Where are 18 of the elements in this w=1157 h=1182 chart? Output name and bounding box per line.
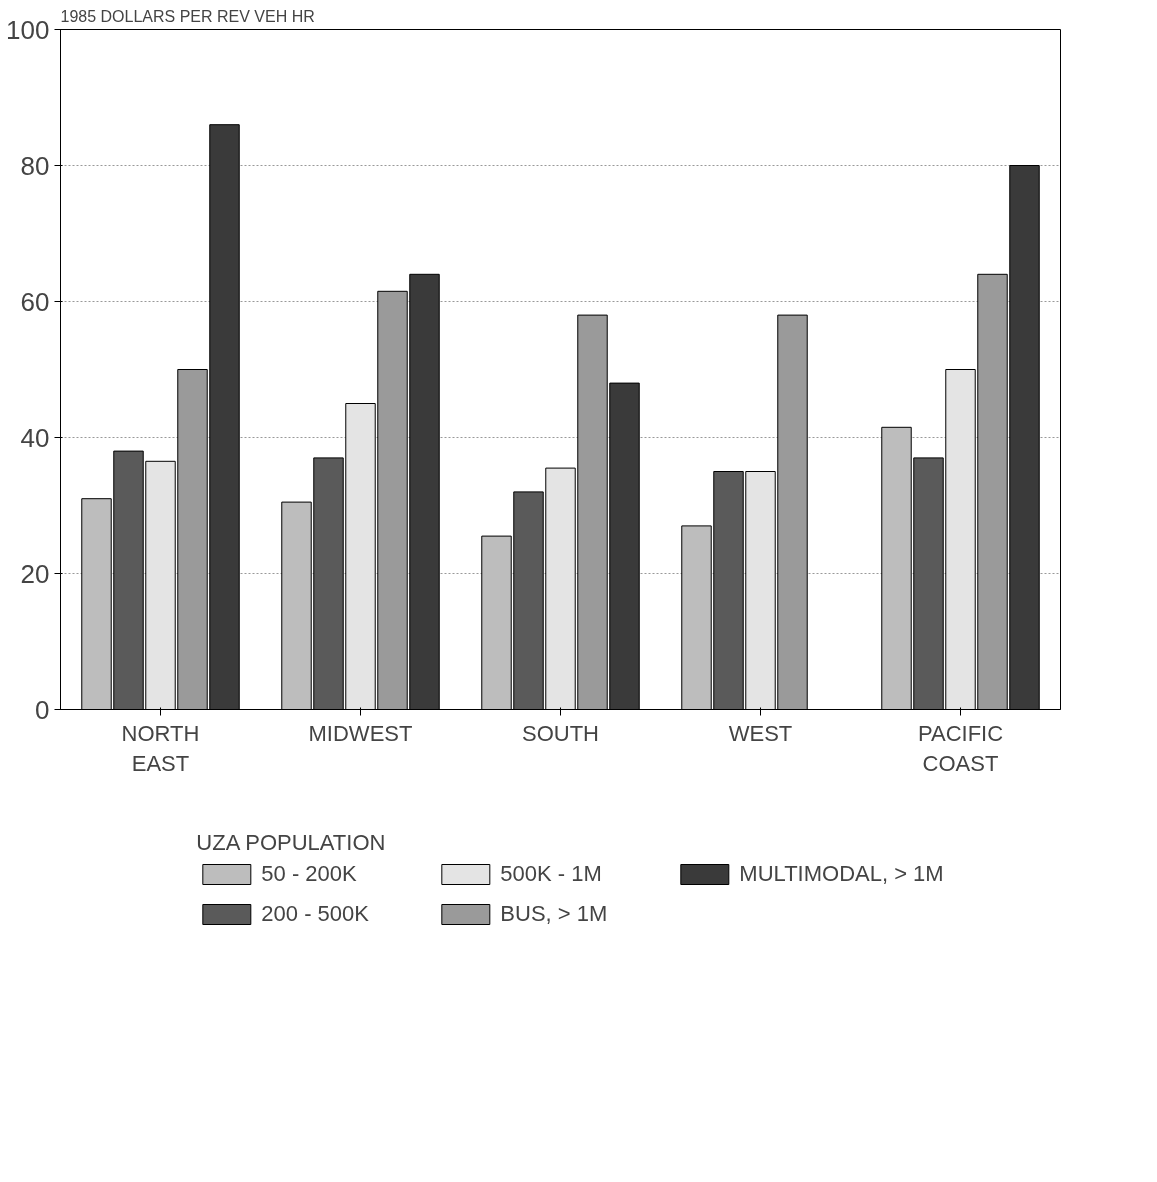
y-tick-label: 100 xyxy=(6,14,50,45)
legend-label: BUS, > 1M xyxy=(500,900,609,927)
y-tick-label: 40 xyxy=(20,422,50,453)
x-tick-label: WEST xyxy=(728,720,793,746)
legend-title: UZA POPULATION xyxy=(196,829,387,856)
y-tick-label: 60 xyxy=(20,286,50,317)
legend-label: 200 - 500K xyxy=(261,900,370,927)
x-tick-label: NORTH EAST xyxy=(121,720,200,776)
x-tick-label: MIDWEST xyxy=(308,720,413,746)
legend-label: MULTIMODAL, > 1M xyxy=(739,860,944,887)
chart-title: 1985 DOLLARS PER REV VEH HR xyxy=(60,7,315,25)
x-tick-label: SOUTH xyxy=(522,720,599,746)
legend-label: 50 - 200K xyxy=(261,860,358,887)
y-tick-label: 0 xyxy=(35,694,50,725)
y-tick-label: 20 xyxy=(20,558,50,589)
legend-label: 500K - 1M xyxy=(500,860,603,887)
y-tick-label: 80 xyxy=(20,150,50,181)
x-tick-label: PACIFIC COAST xyxy=(917,720,1004,776)
